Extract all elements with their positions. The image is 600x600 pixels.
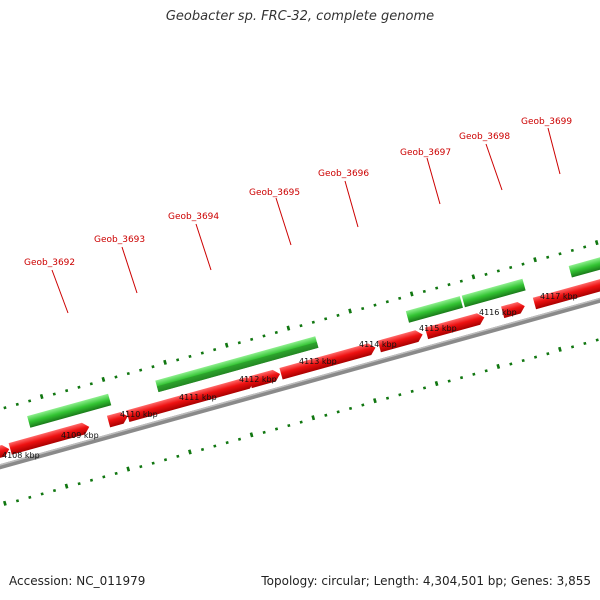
scale-label: 4114 kbp — [359, 340, 397, 349]
scale-label: 4113 kbp — [299, 357, 337, 366]
red-gene — [106, 412, 128, 428]
genome-backbone-highlight — [0, 278, 600, 468]
scale-label: 4110 kbp — [120, 410, 158, 419]
callout-line — [121, 246, 138, 294]
scale-label: 4115 kbp — [419, 324, 457, 333]
scale-labels: 4108 kbp 4109 kbp 4110 kbp 4111 kbp 4112… — [2, 292, 578, 460]
scale-label: 4117 kbp — [540, 292, 578, 301]
gene-label[interactable]: Geob_3697 — [400, 148, 451, 158]
green-gene-track — [27, 241, 600, 428]
green-gene — [461, 278, 526, 308]
gene-label[interactable]: Geob_3694 — [168, 212, 219, 222]
callout-line — [426, 157, 441, 205]
accession-text: Accession: NC_011979 — [9, 574, 146, 588]
lower-ruler — [3, 314, 600, 506]
red-gene — [424, 313, 485, 340]
gene-label[interactable]: Geob_3699 — [521, 117, 572, 127]
genome-summary-text: Topology: circular; Length: 4,304,501 bp… — [261, 574, 591, 588]
gene-label[interactable]: Geob_3696 — [318, 169, 369, 179]
red-gene — [501, 301, 525, 319]
red-gene — [126, 377, 255, 423]
gene-callout-lines — [51, 127, 561, 314]
red-gene — [0, 444, 10, 461]
red-gene — [248, 369, 281, 389]
green-gene — [568, 241, 600, 278]
red-gene — [377, 330, 423, 353]
gene-label[interactable]: Geob_3692 — [24, 258, 75, 268]
callout-line — [51, 269, 69, 314]
rotated-track — [0, 224, 600, 506]
gene-label[interactable]: Geob_3695 — [249, 188, 300, 198]
gene-label[interactable]: Geob_3693 — [94, 235, 145, 245]
scale-label: 4111 kbp — [179, 393, 217, 402]
scale-label: 4109 kbp — [61, 431, 99, 440]
page-title: Geobacter sp. FRC-32, complete genome — [165, 9, 435, 24]
red-gene — [532, 261, 600, 310]
green-gene — [27, 393, 112, 428]
gene-label[interactable]: Geob_3698 — [459, 132, 510, 142]
callout-line — [195, 223, 212, 271]
green-gene — [156, 342, 319, 393]
callout-line — [275, 197, 292, 246]
gene-labels: Geob_3692 Geob_3693 Geob_3694 Geob_3695 … — [24, 117, 572, 268]
red-gene — [8, 422, 90, 455]
callout-line — [485, 143, 503, 191]
scale-label: 4116 kbp — [479, 308, 517, 317]
red-gene — [279, 343, 376, 380]
upper-ruler — [0, 224, 600, 417]
callout-line — [344, 180, 359, 228]
red-gene-track — [0, 261, 600, 461]
callout-line — [547, 127, 561, 175]
scale-label: 4108 kbp — [2, 451, 40, 460]
scale-label: 4112 kbp — [239, 375, 277, 384]
green-gene — [405, 296, 463, 323]
